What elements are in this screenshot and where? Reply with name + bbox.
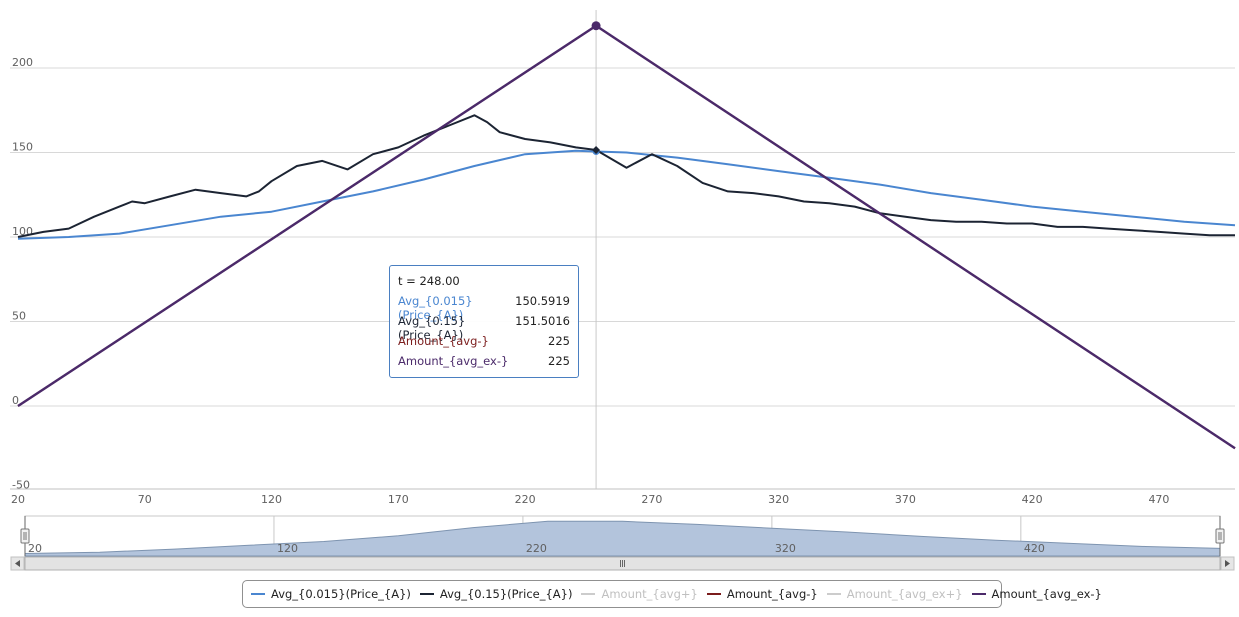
series-line-avg-0-15-price-a: [17, 114, 1235, 238]
marker-amount-avg-ex: [591, 21, 601, 31]
tooltip-title: t = 248.00: [398, 274, 570, 288]
x-tick-label: 320: [768, 493, 789, 506]
tooltip-row: Avg_{0.015}(Price_{A}) 150.5919: [398, 294, 570, 322]
tooltip-series-label: Avg_{0.015}(Price_{A}): [398, 294, 473, 322]
y-tick-label: -50: [12, 479, 30, 492]
legend-item-amount-avg[interactable]: Amount_{avg+}: [581, 587, 698, 601]
scrollbar[interactable]: [10, 556, 1235, 571]
legend-item-amount-avg-ex[interactable]: Amount_{avg_ex+}: [826, 587, 963, 601]
tooltip-row: Amount_{avg_ex-} 225: [398, 354, 570, 368]
tooltip-series-label: Amount_{avg_ex-}: [398, 354, 509, 368]
x-tick-label: 420: [1022, 493, 1043, 506]
legend-label: Amount_{avg+}: [601, 587, 698, 601]
legend-label: Amount_{avg_ex+}: [846, 587, 963, 601]
legend-item-avg-0-15-price-a[interactable]: Avg_{0.15}(Price_{A}): [419, 587, 573, 601]
navigator-tick-label: 120: [277, 542, 298, 555]
x-tick-label: 370: [895, 493, 916, 506]
legend: Avg_{0.015}(Price_{A}) Avg_{0.15}(Price_{…: [242, 580, 1102, 608]
x-tick-label: 120: [261, 493, 282, 506]
x-tick-label: 20: [11, 493, 25, 506]
x-tick-label: 470: [1148, 493, 1169, 506]
y-tick-label: 50: [12, 310, 26, 323]
tooltip-series-value: 225: [548, 334, 570, 348]
legend-label: Amount_{avg-}: [726, 587, 818, 601]
legend-item-avg-0-015-price-a[interactable]: Avg_{0.015}(Price_{A}): [251, 587, 411, 601]
tooltip-series-label: Amount_{avg-}: [398, 334, 489, 348]
tooltip-title-label: t =: [398, 274, 420, 288]
y-tick-label: 200: [12, 56, 33, 69]
grip-lines-icon: [620, 560, 625, 567]
legend-swatch: [251, 593, 265, 595]
tooltip-series-label: Avg_{0.15}(Price_{A}): [398, 314, 466, 342]
navigator-handle-left[interactable]: [20, 516, 30, 556]
navigator-tick-label: 220: [526, 542, 547, 555]
marker-avg-015: [592, 145, 601, 154]
navigator-handle-right[interactable]: [1215, 516, 1225, 556]
navigator-tick-label: 420: [1024, 542, 1045, 555]
tooltip-row: Amount_{avg-} 225: [398, 334, 570, 348]
legend-label: Amount_{avg_ex-}: [991, 587, 1102, 601]
legend-label: Avg_{0.15}(Price_{A}): [439, 587, 573, 601]
tooltip-series-value: 225: [548, 354, 570, 368]
x-tick-label: 220: [515, 493, 536, 506]
legend-swatch: [419, 593, 434, 595]
x-tick-label: 270: [641, 493, 662, 506]
hover-markers: [591, 21, 601, 155]
navigator[interactable]: 20 120 220 320 420: [20, 515, 1225, 557]
navigator-tick-label: 20: [28, 542, 42, 555]
navigator-area: [24, 520, 1221, 557]
navigator-tick-label: 320: [775, 542, 796, 555]
tooltip-rows: Avg_{0.015}(Price_{A}) 150.5919 Avg_{0.15}…: [398, 294, 570, 368]
arrow-left-icon[interactable]: [10, 556, 25, 571]
arrow-right-icon[interactable]: [1220, 556, 1235, 571]
legend-item-amount-avg-ex[interactable]: Amount_{avg_ex-}: [971, 587, 1102, 601]
legend-swatch: [826, 593, 841, 595]
navigator-ticks: 20 120 220 320 420: [28, 542, 1045, 555]
y-tick-label: 0: [12, 394, 19, 407]
legend-swatch: [706, 593, 721, 595]
legend-item-amount-avg[interactable]: Amount_{avg-}: [706, 587, 818, 601]
tooltip-row: Avg_{0.15}(Price_{A}) 151.5016: [398, 314, 570, 342]
legend-label: Avg_{0.015}(Price_{A}): [271, 587, 411, 601]
legend-swatch: [581, 593, 596, 595]
grid-lines: [10, 67, 1235, 490]
x-tick-label: 70: [138, 493, 152, 506]
tooltip-series-value: 151.5016: [515, 314, 570, 328]
tooltip-series-value: 150.5919: [515, 294, 570, 308]
y-tick-label: 150: [12, 141, 33, 154]
tooltip: t = 248.00 Avg_{0.015}(Price_{A}) 150.591…: [389, 265, 579, 378]
tooltip-title-value: 248.00: [419, 274, 460, 288]
series-line-avg-0-015-price-a: [17, 149, 1236, 240]
legend-swatch: [971, 593, 986, 595]
x-axis-ticks: 20 70 120 170 220 270 320 370 420 470: [11, 493, 1169, 506]
x-tick-label: 170: [388, 493, 409, 506]
